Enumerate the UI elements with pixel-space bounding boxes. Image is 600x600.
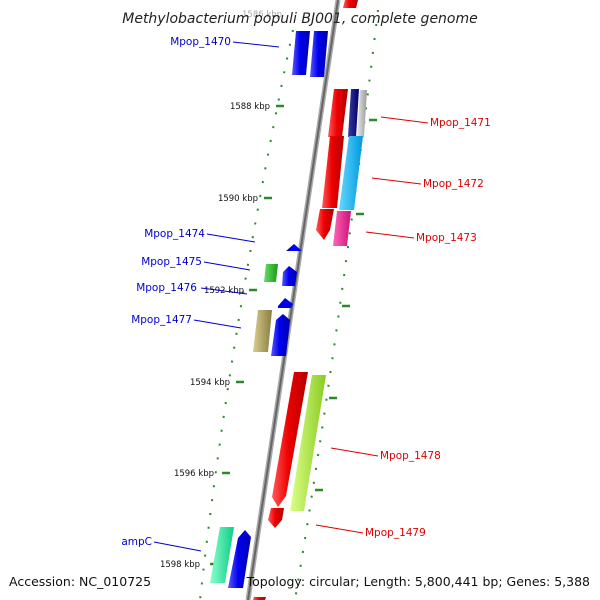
gene-mpop-1470[interactable] (292, 31, 328, 77)
gene-label-mpop-1479[interactable]: Mpop_1479 (365, 527, 426, 539)
gene-bottom-fragment[interactable] (253, 597, 266, 600)
gene-label-mpop-1473[interactable]: Mpop_1473 (416, 232, 477, 244)
gene-mpop-1479[interactable] (268, 508, 284, 528)
gene-label-mpop-1472[interactable]: Mpop_1472 (423, 178, 484, 190)
tick-label-1594: 1594 kbp (190, 378, 230, 388)
gene-mpop-1477[interactable] (253, 310, 290, 356)
gene-label-mpop-1476[interactable]: Mpop_1476 (136, 282, 197, 294)
tick-label-1596: 1596 kbp (174, 469, 214, 479)
tick-label-1598: 1598 kbp (160, 560, 200, 570)
leader-lines-reverse (315, 116, 429, 534)
gene-mpop-1475[interactable] (264, 264, 297, 286)
gene-mpop-1478[interactable] (272, 372, 326, 511)
gene-mpop-1471[interactable] (328, 89, 367, 137)
dotted-ring-right (294, 9, 379, 600)
tick-marks (210, 104, 377, 566)
map-title: Methylobacterium populi BJ001, complete … (122, 11, 478, 27)
gene-label-mpop-1477[interactable]: Mpop_1477 (131, 314, 192, 326)
gene-label-mpop-1471[interactable]: Mpop_1471 (430, 117, 491, 129)
gene-mpop-1476[interactable] (278, 298, 293, 308)
genome-summary-text: Topology: circular; Length: 5,800,441 bp… (246, 574, 590, 589)
gene-mpop-1473[interactable] (316, 209, 351, 246)
tick-label-1590: 1590 kbp (218, 194, 258, 204)
accession-text: Accession: NC_010725 (9, 574, 151, 589)
gene-mpop-1474[interactable] (286, 244, 302, 251)
dotted-ring-left (199, 29, 294, 600)
gene-label-mpop-1475[interactable]: Mpop_1475 (141, 256, 202, 268)
gene-mpop-1472[interactable] (322, 136, 363, 210)
leader-lines-forward (153, 41, 280, 552)
gene-label-mpop-1478[interactable]: Mpop_1478 (380, 450, 441, 462)
gene-label-mpop-1474[interactable]: Mpop_1474 (144, 228, 205, 240)
gene-top-fragment[interactable] (343, 0, 358, 8)
tick-label-1586: 1586 kbp (242, 10, 282, 20)
genome-backbone (245, 0, 341, 600)
tick-label-1588: 1588 kbp (230, 102, 270, 112)
gene-ampc[interactable] (210, 527, 251, 588)
gene-label-ampc[interactable]: ampC (121, 536, 152, 548)
gene-label-mpop-1470[interactable]: Mpop_1470 (170, 36, 231, 48)
